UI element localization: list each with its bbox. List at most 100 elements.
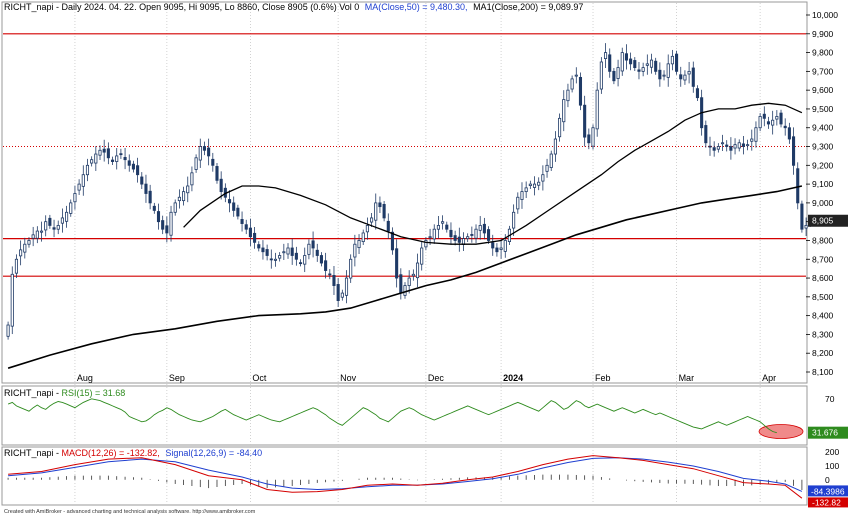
- candle-body: [211, 158, 215, 166]
- macd-indicator-text: MACD(12,26) = -132.82,: [62, 448, 160, 458]
- candle-body: [750, 138, 754, 142]
- price-tick-label: 8,200: [812, 348, 834, 358]
- candle-body: [177, 196, 181, 202]
- candle-body: [328, 273, 332, 276]
- macd-tick-label: 100: [825, 461, 839, 471]
- x-axis-label: Oct: [252, 373, 267, 383]
- candle-body: [524, 187, 528, 193]
- x-axis-label: Sep: [169, 373, 185, 383]
- candle-body: [14, 258, 18, 274]
- candle-body: [261, 247, 265, 253]
- candle-body: [420, 247, 424, 265]
- candle-body: [737, 142, 741, 149]
- candle-body: [403, 285, 407, 296]
- price-title: RICHT_napi - Daily 2024. 04. 22. Open 90…: [4, 2, 583, 12]
- candle-body: [766, 121, 771, 125]
- x-axis-label: Aug: [77, 373, 93, 383]
- candle-body: [704, 125, 708, 144]
- price-tick-label: 9,500: [812, 104, 834, 114]
- rsi-series: [7, 398, 804, 439]
- ma50-label: MA(Close,50) = 9,480.30,: [365, 2, 468, 12]
- candle-body: [432, 228, 436, 240]
- price-tick-label: 9,000: [812, 198, 834, 208]
- candle-body: [269, 258, 273, 261]
- candle-body: [499, 247, 503, 250]
- candle-body: [94, 153, 98, 164]
- footer-text: Created with AmiBroker - advanced charti…: [4, 509, 256, 515]
- support-resistance-lines: [3, 33, 806, 277]
- rsi-title: RICHT_napi - RSI(15) = 31.68: [4, 388, 125, 398]
- candle-body: [236, 207, 240, 217]
- candle-body: [578, 76, 583, 106]
- price-tick-label: 9,700: [812, 66, 834, 76]
- rsi-panel: [1, 385, 808, 446]
- candle-body: [198, 146, 202, 161]
- candle-body: [39, 230, 44, 233]
- candle-body: [695, 88, 700, 99]
- candle-body: [532, 183, 537, 188]
- price-panel: [1, 1, 808, 384]
- candle-body: [202, 146, 207, 151]
- macd-line: [8, 455, 803, 499]
- candle-body: [148, 190, 152, 204]
- price-tick-label: 8,600: [812, 273, 834, 283]
- candle-body: [77, 183, 81, 191]
- candle-body: [165, 225, 169, 234]
- candle-body: [787, 127, 791, 140]
- candle-body: [758, 116, 762, 129]
- candle-body: [549, 153, 553, 168]
- candle-body: [545, 164, 549, 172]
- signal-last-label: -84.3986: [811, 486, 845, 496]
- price-tick-label: 9,300: [812, 142, 834, 152]
- candle-body: [583, 104, 587, 138]
- candle-body: [608, 54, 612, 72]
- candle-body: [512, 211, 516, 229]
- candle-body: [796, 168, 800, 204]
- candle-body: [641, 67, 645, 72]
- candle-body: [395, 248, 399, 279]
- candle-body: [286, 247, 290, 255]
- candle-body: [282, 251, 286, 254]
- candle-body: [386, 220, 390, 232]
- candle-body: [633, 60, 637, 69]
- macd-symbol: RICHT_napi -: [4, 448, 62, 458]
- candle-body: [553, 138, 557, 155]
- candle-body: [470, 234, 474, 236]
- price-tick-label: 9,900: [812, 29, 834, 39]
- candle-body: [98, 149, 102, 156]
- candle-body: [616, 67, 620, 79]
- candle-body: [332, 275, 336, 286]
- rsi-oversold-highlight: [758, 424, 804, 439]
- candle-body: [528, 183, 532, 187]
- candle-body: [370, 217, 374, 223]
- candle-body: [474, 228, 478, 239]
- candle-body: [303, 255, 307, 265]
- candle-body: [294, 252, 298, 260]
- price-tick-label: 8,500: [812, 292, 834, 302]
- candle-body: [315, 249, 319, 256]
- candle-body: [537, 181, 541, 186]
- candle-body: [482, 223, 486, 234]
- candle-body: [227, 199, 232, 204]
- candle-body: [453, 235, 457, 241]
- candle-body: [658, 69, 662, 80]
- candle-body: [487, 229, 491, 241]
- candle-body: [253, 232, 257, 243]
- candle-body: [127, 160, 131, 166]
- candle-body: [691, 67, 695, 87]
- ma200-line: [7, 185, 803, 369]
- candle-body: [424, 240, 428, 248]
- price-tick-label: 8,300: [812, 329, 834, 339]
- rsi-last-label: 31.676: [812, 428, 838, 438]
- macd-series: [7, 455, 803, 499]
- candle-body: [152, 205, 156, 211]
- candle-body: [612, 70, 616, 82]
- last-close-label: 8,905: [812, 216, 834, 226]
- macd-signal-text: Signal(12,26,9) = -84.40: [165, 448, 262, 458]
- candle-body: [399, 274, 403, 294]
- candle-body: [10, 273, 14, 327]
- candle-body: [746, 144, 750, 147]
- rsi-last-marker: [808, 426, 848, 439]
- candle-body: [173, 202, 177, 213]
- price-tick-label: 9,400: [812, 123, 834, 133]
